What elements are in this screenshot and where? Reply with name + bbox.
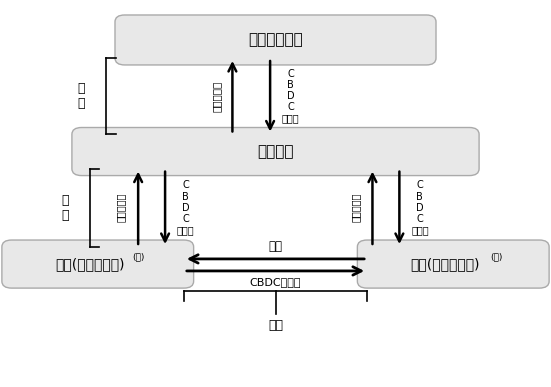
Text: C
B
D
C
の移転: C B D C の移転: [177, 180, 195, 235]
Text: 商品: 商品: [268, 240, 283, 253]
FancyBboxPatch shape: [72, 127, 479, 176]
Text: C
B
D
C
の発行: C B D C の発行: [282, 69, 299, 123]
Text: 資金の交付: 資金の交付: [211, 80, 222, 112]
Text: 企業(ウォレット): 企業(ウォレット): [410, 257, 480, 271]
Text: 中国人民銀行: 中国人民銀行: [248, 33, 303, 48]
Text: 資金の交付: 資金の交付: [350, 193, 360, 223]
Text: (注): (注): [490, 253, 503, 262]
Text: 流通: 流通: [268, 319, 283, 332]
FancyBboxPatch shape: [358, 240, 549, 288]
FancyBboxPatch shape: [115, 15, 436, 65]
Text: 配
布: 配 布: [62, 194, 69, 222]
Text: (注): (注): [132, 253, 144, 262]
Text: 個人(ウォレット): 個人(ウォレット): [55, 257, 125, 271]
FancyBboxPatch shape: [2, 240, 193, 288]
Text: CBDCの移転: CBDCの移転: [250, 277, 301, 287]
Text: 資金の交付: 資金の交付: [116, 193, 126, 223]
Text: 発
行: 発 行: [78, 82, 85, 110]
Text: C
B
D
C
の移転: C B D C の移転: [411, 180, 429, 235]
Text: 仲介機関: 仲介機関: [257, 144, 294, 159]
